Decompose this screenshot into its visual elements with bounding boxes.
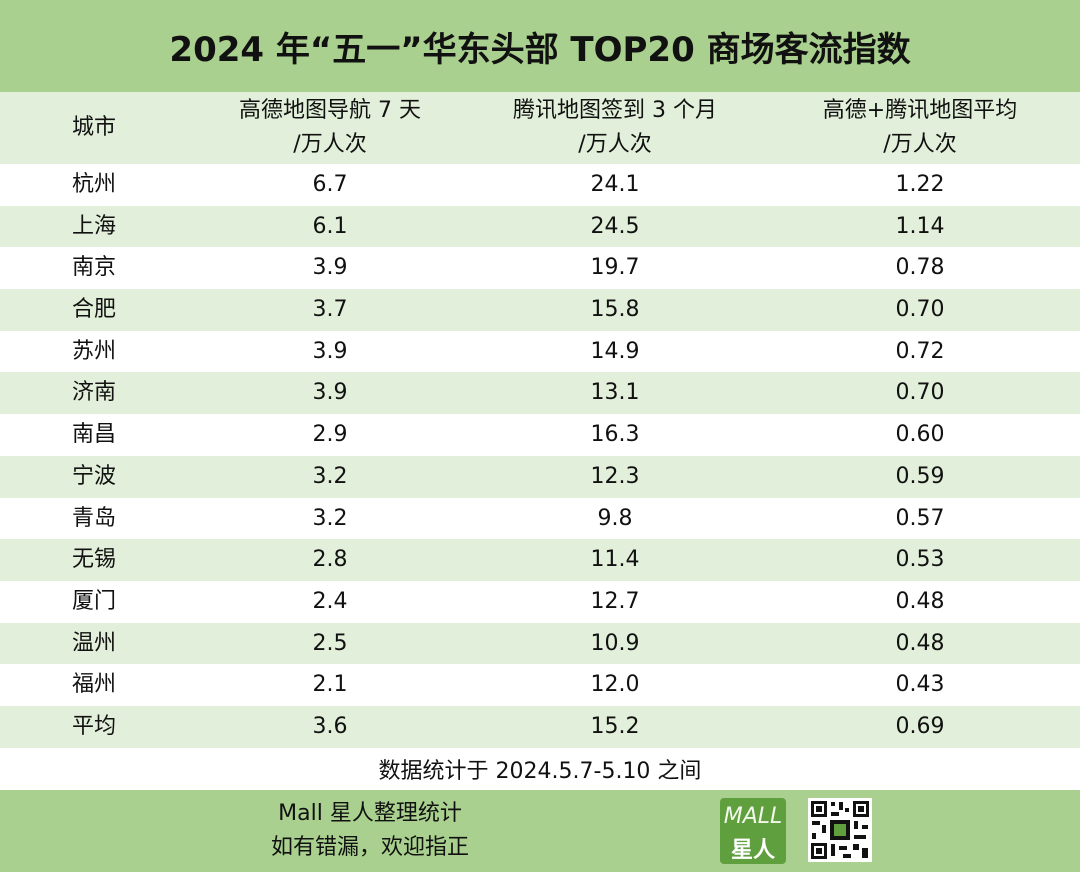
cell-city: 济南 [72,380,117,406]
cell-tencent: 24.1 [590,172,640,197]
header-amap-label: 高德地图导航 7 天 [239,98,421,123]
cell-tencent: 12.3 [590,463,640,489]
cell-amap: 2.8 [312,547,348,573]
cell-amap: 3.7 [312,297,348,323]
header-tencent-unit: /万人次 [578,132,652,157]
table-row: 温州 2.5 10.9 0.48 [0,622,1080,665]
table-row: 无锡 2.8 11.4 0.53 [0,539,1080,581]
cell-city: 厦门 [72,588,117,614]
cell-tencent: 15.2 [590,713,640,739]
cell-tencent: 24.5 [590,213,640,239]
header-city-label: 城市 [72,115,117,140]
cell-tencent: 12.7 [590,588,640,614]
cell-average: 0.78 [895,255,945,281]
logo-text-bottom: 星人 [730,838,775,863]
table-row: 宁波 3.2 12.3 0.59 [0,455,1080,498]
cell-average: 0.70 [895,297,945,323]
cell-city: 杭州 [72,172,117,197]
cell-city: 南京 [72,255,117,281]
logo-text-top: MALL [723,804,783,829]
table-row: 杭州 6.7 24.1 1.22 [0,164,1080,206]
cell-tencent: 10.9 [590,630,640,656]
cell-average: 1.14 [895,213,945,239]
cell-average: 0.59 [895,463,945,489]
mall-logo: MALL 星人 [720,798,786,864]
header-amap-unit: /万人次 [293,132,367,157]
cell-tencent: 11.4 [590,547,640,573]
cell-tencent: 19.7 [590,255,640,281]
cell-average: 0.48 [895,630,945,656]
cell-city: 上海 [72,213,117,239]
table-row-average: 平均 3.6 15.2 0.69 [0,705,1080,748]
cell-city: 合肥 [72,297,117,323]
table-row: 苏州 3.9 14.9 0.72 [0,331,1080,373]
cell-amap: 6.1 [312,213,348,239]
cell-city: 苏州 [72,338,117,364]
table-row: 厦门 2.4 12.7 0.48 [0,581,1080,623]
cell-tencent: 13.1 [590,380,640,406]
table-row: 福州 2.1 12.0 0.43 [0,664,1080,706]
credit-line-1: Mall 星人整理统计 [278,801,462,826]
header-tencent: 腾讯地图签到 3 个月 /万人次 [480,92,750,164]
cell-average: 0.60 [895,422,945,448]
date-note: 数据统计于 2024.5.7-5.10 之间 [378,759,702,784]
header-average-label: 高德+腾讯地图平均 [822,98,1018,123]
cell-amap: 2.4 [312,588,348,614]
cell-tencent: 9.8 [597,505,633,531]
cell-average: 0.48 [895,588,945,614]
table-row: 南昌 2.9 16.3 0.60 [0,414,1080,456]
table-row: 青岛 3.2 9.8 0.57 [0,498,1080,540]
table-row: 上海 6.1 24.5 1.14 [0,205,1080,248]
cell-tencent: 14.9 [590,338,640,364]
cell-average: 1.22 [895,172,945,197]
table-row: 南京 3.9 19.7 0.78 [0,247,1080,289]
cell-amap: 6.7 [312,172,348,197]
cell-amap: 3.2 [312,463,348,489]
cell-city: 平均 [72,713,117,739]
cell-amap: 3.6 [312,713,348,739]
cell-average: 0.72 [895,338,945,364]
cell-average: 0.57 [895,505,945,531]
cell-amap: 3.9 [312,380,348,406]
cell-city: 福州 [72,672,117,698]
cell-city: 无锡 [72,547,117,573]
table-row: 合肥 3.7 15.8 0.70 [0,289,1080,331]
cell-city: 南昌 [72,422,117,448]
header-city: 城市 [72,92,116,164]
cell-amap: 2.1 [312,672,348,698]
table-title: 2024 年“五一”华东头部 TOP20 商场客流指数 [0,0,1080,92]
cell-amap: 3.2 [312,505,348,531]
cell-tencent: 12.0 [590,672,640,698]
cell-average: 0.70 [895,380,945,406]
header-average-unit: /万人次 [883,132,957,157]
cell-amap: 2.9 [312,422,348,448]
qr-code-graphic [808,798,872,862]
cell-amap: 3.9 [312,255,348,281]
credit-line-2: 如有错漏，欢迎指正 [270,835,469,860]
cell-average: 0.69 [895,713,945,739]
credit-block: Mall 星人整理统计 如有错漏，欢迎指正 [200,790,540,872]
table-header: 城市 高德地图导航 7 天 /万人次 腾讯地图签到 3 个月 /万人次 高德+腾… [0,92,1080,164]
table-row: 济南 3.9 13.1 0.70 [0,372,1080,415]
cell-tencent: 15.8 [590,297,640,323]
header-tencent-label: 腾讯地图签到 3 个月 [513,98,717,123]
cell-amap: 3.9 [312,338,348,364]
cell-city: 温州 [72,630,117,656]
header-amap: 高德地图导航 7 天 /万人次 [195,92,465,164]
footer: Mall 星人整理统计 如有错漏，欢迎指正 MALL 星人 [0,790,1080,872]
cell-amap: 2.5 [312,630,348,656]
header-average: 高德+腾讯地图平均 /万人次 [770,92,1070,164]
qr-code-icon [808,798,872,862]
cell-average: 0.53 [895,547,945,573]
cell-tencent: 16.3 [590,422,640,448]
cell-average: 0.43 [895,672,945,698]
cell-city: 青岛 [72,505,117,531]
table-body: 杭州 6.7 24.1 1.22 上海 6.1 24.5 1.14 南京 3.9 19.7 0.7… [0,164,1080,748]
cell-city: 宁波 [72,463,117,489]
